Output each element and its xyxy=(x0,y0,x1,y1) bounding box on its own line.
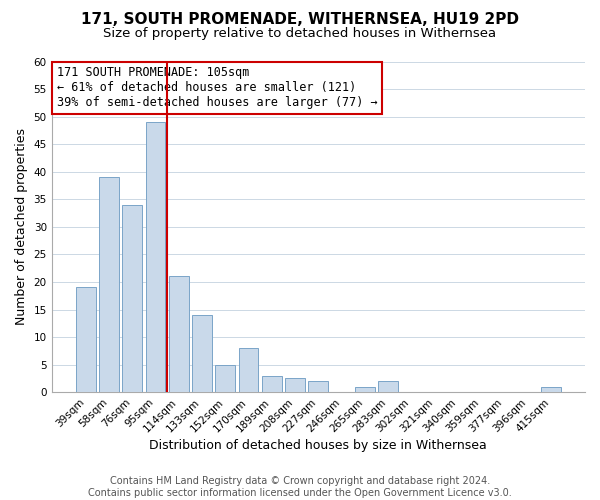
Text: 171 SOUTH PROMENADE: 105sqm
← 61% of detached houses are smaller (121)
39% of se: 171 SOUTH PROMENADE: 105sqm ← 61% of det… xyxy=(57,66,377,110)
Bar xyxy=(169,276,188,392)
Bar xyxy=(122,205,142,392)
Bar xyxy=(355,386,375,392)
Bar xyxy=(308,381,328,392)
Text: Contains HM Land Registry data © Crown copyright and database right 2024.
Contai: Contains HM Land Registry data © Crown c… xyxy=(88,476,512,498)
X-axis label: Distribution of detached houses by size in Withernsea: Distribution of detached houses by size … xyxy=(149,440,487,452)
Text: 171, SOUTH PROMENADE, WITHERNSEA, HU19 2PD: 171, SOUTH PROMENADE, WITHERNSEA, HU19 2… xyxy=(81,12,519,28)
Bar xyxy=(215,364,235,392)
Y-axis label: Number of detached properties: Number of detached properties xyxy=(15,128,28,326)
Bar xyxy=(99,178,119,392)
Bar xyxy=(146,122,166,392)
Bar xyxy=(262,376,282,392)
Bar xyxy=(192,315,212,392)
Bar xyxy=(541,386,561,392)
Bar xyxy=(239,348,259,392)
Bar xyxy=(76,288,95,392)
Bar xyxy=(285,378,305,392)
Bar xyxy=(378,381,398,392)
Text: Size of property relative to detached houses in Withernsea: Size of property relative to detached ho… xyxy=(103,28,497,40)
